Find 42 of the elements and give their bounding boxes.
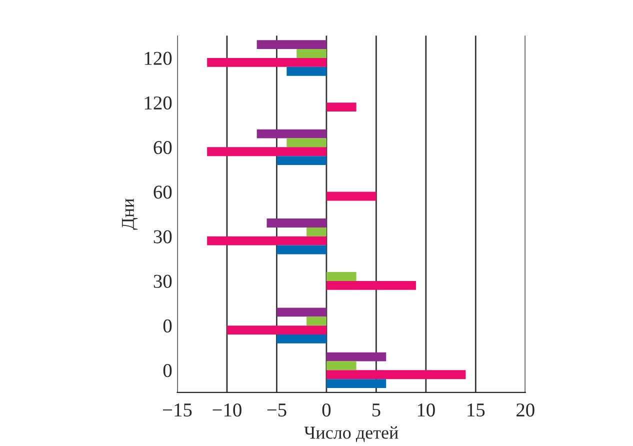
bar	[256, 129, 326, 138]
y-tick-label: 120	[144, 52, 172, 65]
bar	[207, 147, 326, 156]
x-axis-title: Число детей	[304, 426, 398, 442]
x-tick-label: 20	[516, 403, 534, 417]
y-tick-label: 0	[163, 364, 172, 378]
bar	[326, 192, 376, 201]
bar	[286, 138, 326, 148]
bar	[286, 66, 326, 76]
bar	[207, 236, 326, 246]
bar	[306, 227, 326, 236]
x-tick-label: −5	[267, 404, 286, 417]
bar	[326, 272, 356, 281]
y-tick-label: 120	[144, 96, 172, 110]
x-tick-label: 15	[468, 404, 485, 417]
bar	[207, 58, 326, 67]
bar	[276, 308, 326, 317]
bar	[306, 316, 326, 326]
y-tick-label: 60	[154, 186, 172, 199]
bar	[326, 280, 416, 290]
bar	[256, 40, 326, 50]
y-tick-label: 30	[154, 230, 172, 244]
bar	[276, 245, 326, 254]
y-tick-label: 60	[154, 140, 172, 154]
bar	[326, 102, 356, 112]
bar	[276, 156, 326, 166]
bar	[276, 334, 326, 344]
y-tick-label: 30	[154, 274, 172, 288]
bar	[326, 370, 466, 380]
x-tick-label: 10	[418, 403, 435, 417]
x-tick-label: 0	[322, 403, 331, 417]
y-axis-title: Дни	[122, 198, 138, 230]
y-tick-label: 0	[163, 319, 172, 333]
x-tick-label: 5	[372, 404, 380, 417]
bar	[326, 379, 386, 388]
bar	[296, 49, 326, 58]
bar	[326, 352, 386, 362]
x-tick-label: −15	[163, 404, 192, 417]
bar	[326, 361, 356, 370]
bar	[226, 326, 326, 334]
x-tick-label: −10	[212, 403, 242, 417]
bar	[266, 218, 326, 228]
